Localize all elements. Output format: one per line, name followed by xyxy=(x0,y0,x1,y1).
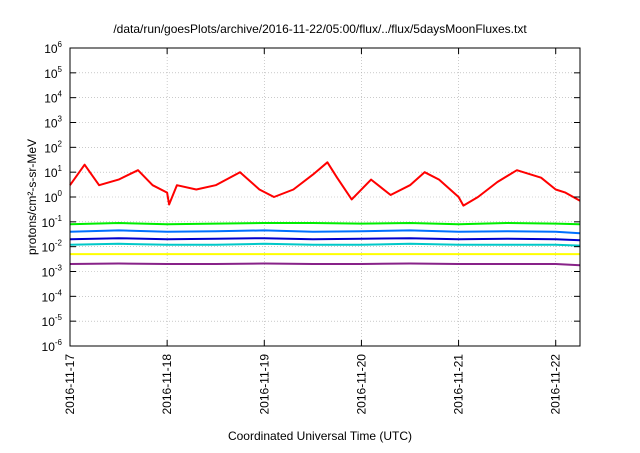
y-tick-label: 104 xyxy=(44,90,62,106)
series-line-0 xyxy=(70,162,580,205)
y-tick-label: 101 xyxy=(44,164,62,180)
y-tick-label: 10-6 xyxy=(42,338,63,354)
y-tick-label: 102 xyxy=(44,139,62,155)
y-tick-label: 10-4 xyxy=(42,288,63,304)
y-tick-label: 103 xyxy=(44,115,62,131)
x-tick-label: 2016-11-22 xyxy=(549,354,563,415)
x-tick-label: 2016-11-21 xyxy=(452,354,466,415)
series-line-4 xyxy=(70,238,580,240)
y-tick-label: 10-5 xyxy=(42,313,63,329)
y-tick-label: 10-2 xyxy=(42,239,63,255)
y-tick-label: 105 xyxy=(44,65,62,81)
x-tick-label: 2016-11-19 xyxy=(257,354,271,415)
series-line-3 xyxy=(70,244,580,246)
y-tick-label: 106 xyxy=(44,40,62,56)
y-axis-label: protons/cm²-s-sr-MeV xyxy=(25,139,39,255)
series-line-6 xyxy=(70,264,580,266)
series-line-2 xyxy=(70,230,580,233)
x-tick-label: 2016-11-18 xyxy=(160,354,174,415)
series-line-1 xyxy=(70,223,580,224)
y-tick-label: 10-1 xyxy=(42,214,63,230)
chart-title: /data/run/goesPlots/archive/2016-11-22/0… xyxy=(0,22,640,36)
y-tick-label: 100 xyxy=(44,189,62,205)
x-axis-label: Coordinated Universal Time (UTC) xyxy=(0,429,640,443)
x-tick-label: 2016-11-17 xyxy=(63,354,77,415)
y-tick-label: 10-3 xyxy=(42,264,63,280)
x-tick-label: 2016-11-20 xyxy=(354,354,368,415)
